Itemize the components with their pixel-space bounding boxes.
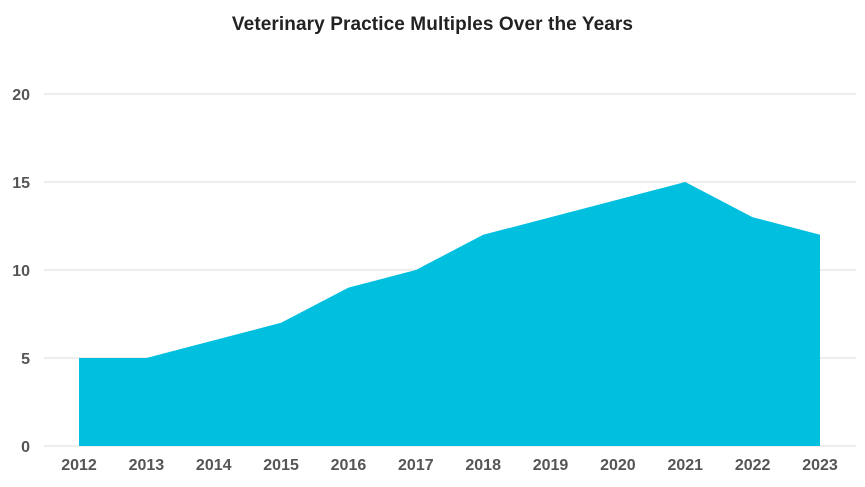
y-axis-ticks: 0 5 10 15 20 [12, 87, 30, 456]
x-tick-label: 2021 [667, 457, 703, 474]
area-series-fill [79, 182, 820, 446]
x-axis-ticks: 2012 2013 2014 2015 2016 2017 2018 2019 2020 2021… [61, 457, 838, 474]
y-tick-label: 5 [21, 351, 30, 368]
x-tick-label: 2023 [802, 457, 838, 474]
area-series [78, 181, 821, 446]
y-tick-label: 10 [12, 263, 30, 280]
x-tick-label: 2018 [465, 457, 501, 474]
x-tick-label: 2015 [263, 457, 299, 474]
x-tick-label: 2017 [398, 457, 434, 474]
x-tick-label: 2019 [533, 457, 569, 474]
x-tick-label: 2020 [600, 457, 636, 474]
x-tick-label: 2013 [129, 457, 165, 474]
y-tick-label: 15 [12, 175, 30, 192]
x-tick-label: 2016 [331, 457, 367, 474]
x-tick-label: 2012 [61, 457, 97, 474]
x-tick-label: 2022 [735, 457, 771, 474]
chart-title: Veterinary Practice Multiples Over the Y… [231, 14, 634, 35]
y-tick-label: 0 [21, 439, 30, 456]
y-tick-label: 20 [12, 87, 30, 104]
x-tick-label: 2014 [196, 457, 232, 474]
